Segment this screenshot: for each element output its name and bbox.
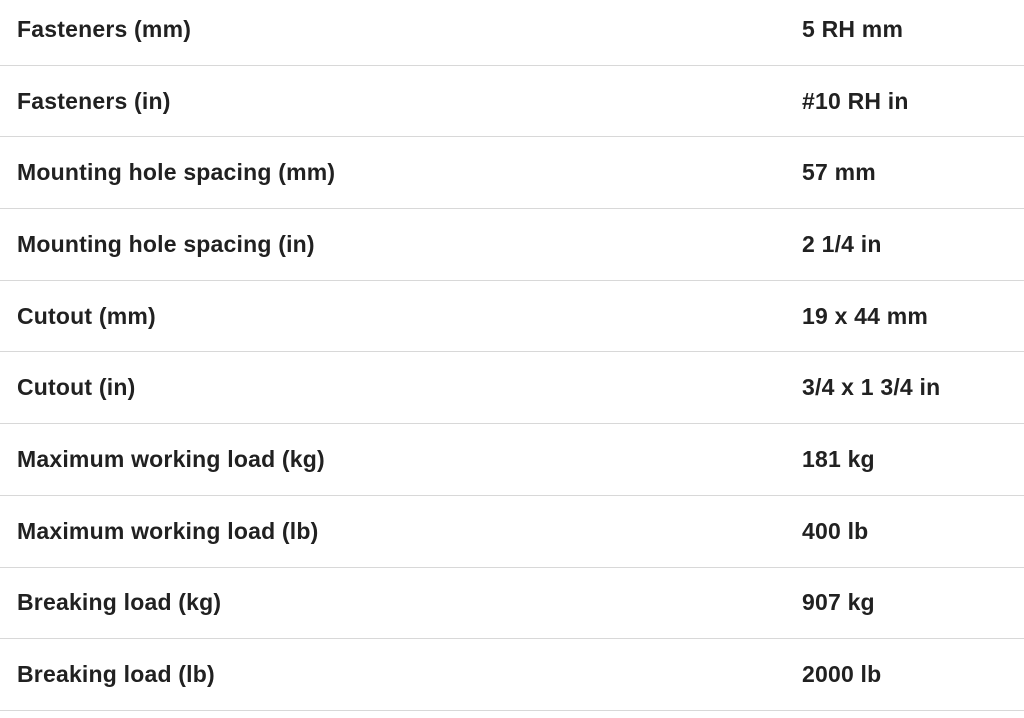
spec-label: Cutout (mm) bbox=[17, 302, 156, 329]
spec-row-max-working-load-kg: Maximum working load (kg) 181 kg bbox=[0, 424, 1024, 496]
spec-label: Mounting hole spacing (in) bbox=[17, 230, 315, 257]
spec-label: Maximum working load (lb) bbox=[17, 517, 319, 544]
spec-row-cutout-in: Cutout (in) 3/4 x 1 3/4 in bbox=[0, 352, 1024, 425]
spec-value: #10 RH in bbox=[802, 87, 909, 114]
spec-label: Cutout (in) bbox=[17, 374, 136, 401]
spec-row-fasteners-in: Fasteners (in) #10 RH in bbox=[0, 65, 1024, 138]
spec-row-mounting-hole-spacing-in: Mounting hole spacing (in) 2 1/4 in bbox=[0, 209, 1024, 281]
spec-row-mounting-hole-spacing-mm: Mounting hole spacing (mm) 57 mm bbox=[0, 137, 1024, 210]
spec-value: 19 x 44 mm bbox=[802, 302, 929, 329]
spec-row-breaking-load-lb: Breaking load (lb) 2000 lb bbox=[0, 639, 1024, 711]
spec-label: Maximum working load (kg) bbox=[17, 445, 325, 472]
spec-value: 3/4 x 1 3/4 in bbox=[802, 374, 941, 401]
spec-label: Mounting hole spacing (mm) bbox=[17, 159, 336, 186]
spec-row-fasteners-mm: Fasteners (mm) 5 RH mm bbox=[0, 0, 1024, 66]
spec-row-max-working-load-lb: Maximum working load (lb) 400 lb bbox=[0, 495, 1024, 568]
spec-value: 907 kg bbox=[802, 589, 875, 616]
spec-value: 2 1/4 in bbox=[802, 230, 882, 257]
spec-label: Fasteners (mm) bbox=[17, 15, 192, 42]
spec-value: 181 kg bbox=[802, 445, 875, 472]
spec-row-cutout-mm: Cutout (mm) 19 x 44 mm bbox=[0, 280, 1024, 353]
spec-value: 57 mm bbox=[802, 159, 876, 186]
spec-label: Breaking load (lb) bbox=[17, 661, 215, 688]
spec-value: 400 lb bbox=[802, 517, 869, 544]
spec-value: 2000 lb bbox=[802, 661, 882, 688]
spec-label: Breaking load (kg) bbox=[17, 589, 222, 616]
spec-value: 5 RH mm bbox=[802, 15, 904, 42]
spec-label: Fasteners (in) bbox=[17, 87, 171, 114]
spec-row-breaking-load-kg: Breaking load (kg) 907 kg bbox=[0, 567, 1024, 640]
